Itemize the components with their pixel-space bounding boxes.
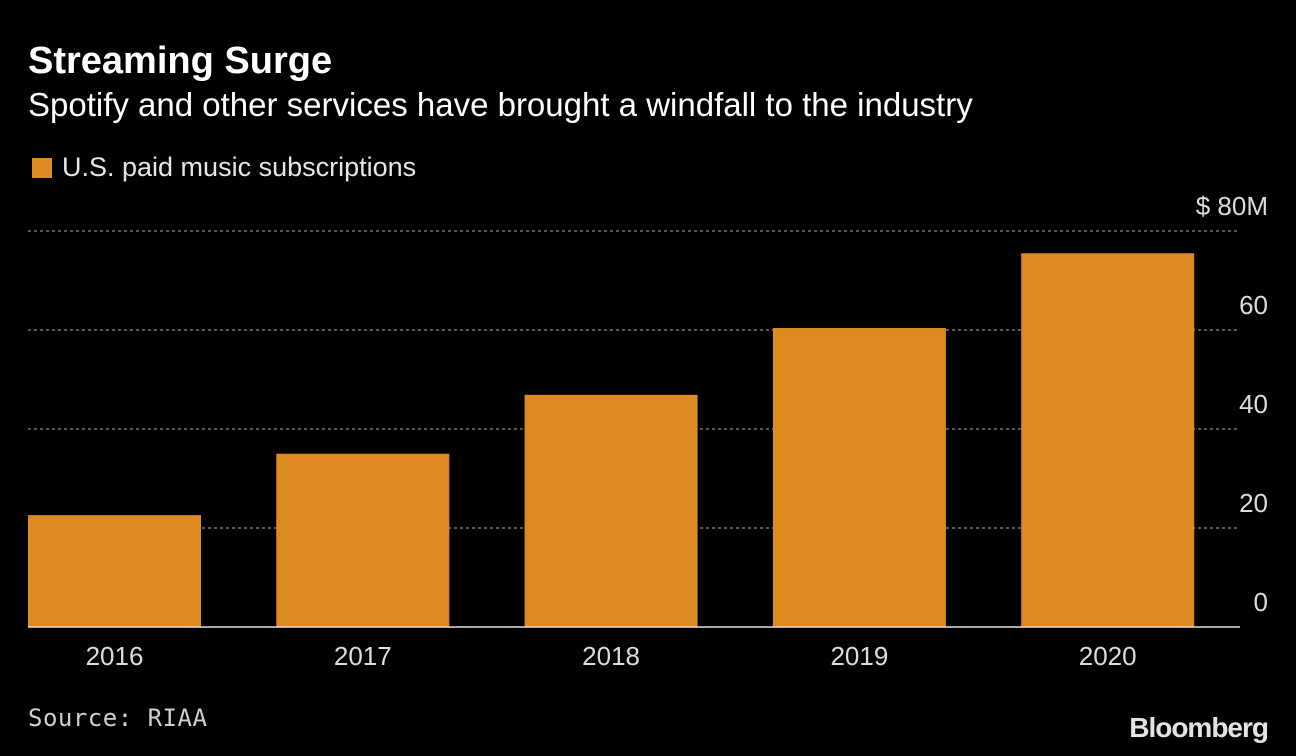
y-tick-label: 0 <box>1254 587 1268 617</box>
legend-label: U.S. paid music subscriptions <box>62 152 417 182</box>
y-tick-label: $ 80M <box>1196 191 1268 221</box>
x-tick-label: 2018 <box>582 641 640 671</box>
chart-title: Streaming Surge <box>28 40 333 82</box>
x-tick-label: 2016 <box>86 641 144 671</box>
bar-2019 <box>772 328 946 627</box>
bar-2017 <box>276 453 450 627</box>
bloomberg-logo: Bloomberg <box>1129 712 1269 743</box>
x-tick-label: 2017 <box>334 641 392 671</box>
y-tick-label: 60 <box>1239 290 1268 320</box>
legend: U.S. paid music subscriptions <box>32 152 416 183</box>
x-tick-label: 2019 <box>830 641 888 671</box>
chart-subtitle: Spotify and other services have brought … <box>28 86 973 123</box>
bar-2016 <box>28 515 201 627</box>
bar-2020 <box>1021 253 1195 627</box>
bar-2018 <box>524 394 698 627</box>
legend-swatch <box>32 157 52 178</box>
source-note: Source: RIAA <box>28 704 208 732</box>
y-tick-label: 20 <box>1239 488 1268 518</box>
x-tick-label: 2020 <box>1079 641 1137 671</box>
bar-chart: 0 20 40 60 $ 80M 2016 2017 2018 2019 2020 <box>28 191 1268 671</box>
y-tick-label: 40 <box>1239 389 1268 419</box>
